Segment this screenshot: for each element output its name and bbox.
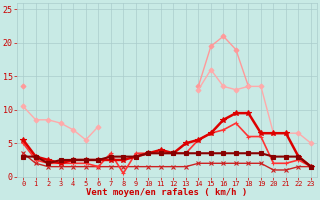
X-axis label: Vent moyen/en rafales ( km/h ): Vent moyen/en rafales ( km/h ) bbox=[86, 188, 248, 197]
